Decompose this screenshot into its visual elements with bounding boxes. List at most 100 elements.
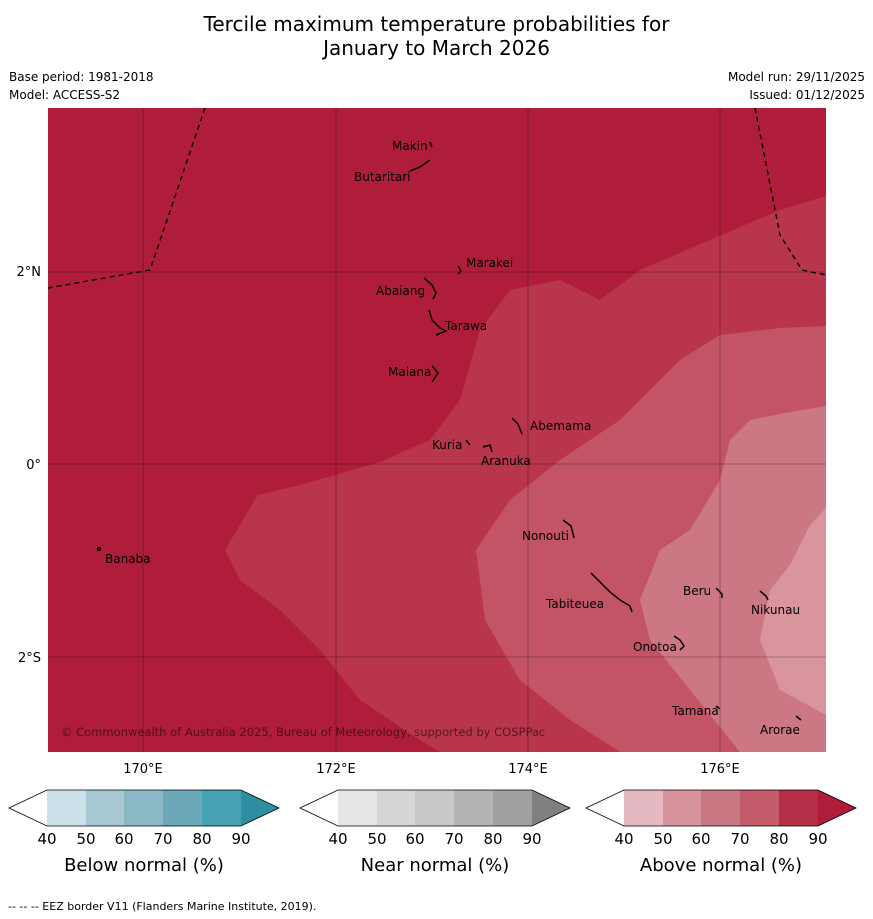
colorbar-below-seg-1 (47, 790, 86, 826)
island-onotoa (673, 635, 685, 651)
near-tick-50: 50 (367, 830, 386, 848)
above-tick-60: 60 (691, 830, 710, 848)
model-name: Model: ACCESS-S2 (9, 88, 121, 102)
meta-left: Base period: 1981-2018 Model: ACCESS-S2 (9, 68, 154, 104)
near-normal-label: Near normal (%) (361, 855, 510, 876)
island-abaiang (423, 277, 437, 300)
below-tick-90: 90 (231, 830, 250, 848)
above-tick-80: 80 (769, 830, 788, 848)
island-aranuka (482, 444, 493, 453)
island-kuria (465, 439, 471, 446)
label-tabiteuea: Tabiteuea (545, 597, 604, 611)
below-tick-80: 80 (192, 830, 211, 848)
colorbar-near-low (300, 790, 338, 826)
colorbar-near-high (532, 790, 570, 826)
label-arorae: Arorae (760, 723, 800, 737)
colorbar-above-high (818, 790, 856, 826)
label-abaiang: Abaiang (376, 284, 425, 298)
issued-date: Issued: 01/12/2025 (749, 88, 865, 102)
colorbar-below-high (241, 790, 279, 826)
map-title: Tercile maximum temperature probabilitie… (0, 12, 873, 60)
axis-labels: 170°E 172°E 174°E 176°E 2°N 0° 2°S (17, 265, 740, 777)
colorbar-near-seg-3 (415, 790, 454, 826)
colorbar-above: 40 50 60 70 80 90 Above normal (%) (585, 789, 857, 876)
near-tick-70: 70 (444, 830, 463, 848)
colorbar-near-seg-2 (377, 790, 415, 826)
above-normal-label: Above normal (%) (640, 855, 802, 876)
colorbar-above-seg-5 (779, 790, 818, 826)
above-tick-40: 40 (614, 830, 633, 848)
label-banaba: Banaba (105, 552, 151, 566)
below-tick-40: 40 (37, 830, 56, 848)
near-tick-40: 40 (328, 830, 347, 848)
label-marakei: Marakei (466, 256, 513, 270)
colorbar-above-seg-3 (701, 790, 740, 826)
colorbar-below-seg-2 (86, 790, 124, 826)
above-tick-90: 90 (808, 830, 827, 848)
island-nonouti (562, 519, 575, 539)
label-onotoa: Onotoa (633, 640, 677, 654)
colorbar-below-seg-3 (124, 790, 163, 826)
place-labels: Makin Butaritari Marakei Abaiang Tarawa … (105, 139, 800, 737)
label-tarawa: Tarawa (444, 319, 487, 333)
islands (96, 141, 802, 721)
colorbar-above-seg-2 (663, 790, 701, 826)
title-line-2: January to March 2026 (323, 36, 550, 60)
island-nikunau (759, 590, 769, 601)
label-maiana: Maiana (388, 365, 431, 379)
colorbar-above-seg-4 (740, 790, 779, 826)
near-tick-60: 60 (405, 830, 424, 848)
island-tarawa (428, 309, 448, 336)
island-marakei (457, 265, 462, 275)
below-tick-70: 70 (153, 830, 172, 848)
near-tick-90: 90 (522, 830, 541, 848)
above-tick-70: 70 (730, 830, 749, 848)
lat-label-0: 0° (26, 458, 41, 473)
island-butaritari (409, 159, 431, 172)
colorbar-near-seg-1 (338, 790, 377, 826)
colorbar-above-seg-1 (624, 790, 663, 826)
lat-label-2n: 2°N (17, 265, 42, 280)
meta-right: Model run: 29/11/2025 Issued: 01/12/2025 (728, 68, 865, 104)
island-tabiteuea (590, 572, 633, 613)
eez-border (48, 108, 826, 289)
colorbar-near-seg-4 (454, 790, 493, 826)
colorbar-above-low (586, 790, 624, 826)
model-run: Model run: 29/11/2025 (727, 70, 865, 84)
island-maiana (431, 365, 439, 383)
label-makin: Makin (392, 139, 428, 153)
label-tamana: Tamana (671, 704, 719, 718)
lat-label-2s: 2°S (18, 651, 41, 666)
graticule (48, 108, 826, 752)
island-banaba (96, 546, 102, 552)
lon-label-170: 170°E (123, 762, 163, 777)
below-normal-label: Below normal (%) (64, 855, 224, 876)
label-kuria: Kuria (432, 438, 463, 452)
map-area: Makin Butaritari Marakei Abaiang Tarawa … (48, 108, 826, 752)
title-line-1: Tercile maximum temperature probabilitie… (203, 12, 670, 36)
lon-label-176: 176°E (700, 762, 740, 777)
label-butaritari: Butaritari (354, 170, 411, 184)
colorbar-near: 40 50 60 70 80 90 Near normal (%) (299, 789, 571, 876)
colorbar-below-low (9, 790, 47, 826)
above-tick-50: 50 (653, 830, 672, 848)
island-arorae (795, 715, 802, 721)
label-beru: Beru (683, 584, 711, 598)
lon-label-174: 174°E (508, 762, 548, 777)
near-tick-80: 80 (483, 830, 502, 848)
lon-label-172: 172°E (316, 762, 356, 777)
island-makin (429, 141, 433, 148)
copyright-notice: © Commonwealth of Australia 2025, Bureau… (61, 725, 545, 739)
base-period: Base period: 1981-2018 (9, 70, 154, 84)
island-beru (715, 587, 723, 598)
eez-footnote: -- -- -- EEZ border V11 (Flanders Marine… (8, 900, 317, 913)
label-nonouti: Nonouti (522, 529, 569, 543)
colorbar-below-seg-4 (163, 790, 202, 826)
below-tick-50: 50 (76, 830, 95, 848)
colorbar-below-seg-5 (202, 790, 241, 826)
island-tamana (715, 705, 721, 710)
zone-50 (760, 508, 826, 715)
island-abemama (511, 417, 523, 435)
colorbar-below: 40 50 60 70 80 90 Below normal (%) (8, 789, 280, 876)
